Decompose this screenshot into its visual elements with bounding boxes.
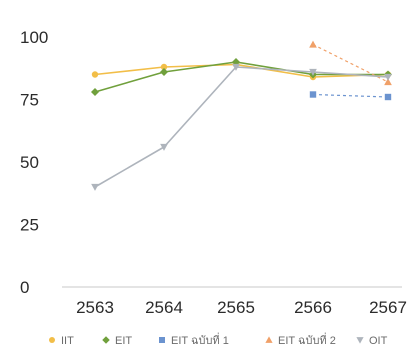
data-point [160, 68, 168, 76]
series-2 [309, 91, 392, 101]
data-point [309, 91, 317, 98]
series-line [312, 43, 389, 83]
series-1 [91, 58, 392, 96]
x-tick-label: 2567 [369, 298, 407, 317]
data-point [309, 68, 317, 76]
legend-label: OIT [369, 335, 388, 347]
legend-item: EIT ฉบับที่ 2 [265, 332, 336, 347]
x-tick-label: 2564 [145, 298, 183, 317]
legend-item: IIT [49, 335, 74, 347]
series-4 [91, 63, 392, 191]
data-point [384, 78, 392, 86]
series-line [94, 61, 388, 93]
y-axis-ticks: 0 25 50 75 100 [20, 28, 48, 297]
legend-label: IIT [61, 335, 74, 347]
series-3 [309, 40, 392, 86]
legend-item: OIT [356, 335, 388, 347]
legend-label: EIT [115, 335, 132, 347]
legend-marker [265, 336, 273, 343]
legend-marker [49, 337, 55, 343]
data-point [384, 73, 392, 81]
legend-label: EIT ฉบับที่ 1 [171, 332, 229, 347]
legend-marker [356, 337, 364, 344]
legend-marker [159, 337, 165, 343]
legend-item: EIT [102, 335, 132, 347]
y-tick-label: 75 [20, 91, 39, 110]
data-point [91, 183, 99, 191]
series-line [94, 66, 389, 188]
y-tick-label: 25 [20, 216, 39, 235]
x-axis-ticks: 2563 2564 2565 2566 2567 [76, 298, 407, 317]
series-0 [91, 61, 392, 81]
legend-label: EIT ฉบับที่ 2 [278, 332, 336, 347]
y-tick-label: 100 [20, 28, 48, 47]
data-point [91, 71, 99, 78]
series-layer [91, 40, 392, 191]
series-line [312, 93, 389, 98]
data-point [232, 63, 240, 71]
data-point [91, 88, 99, 96]
data-point [160, 143, 168, 151]
legend-marker [102, 336, 110, 344]
legend: IIT EIT EIT ฉบับที่ 1 EIT ฉบับที่ 2 OIT [49, 332, 388, 347]
legend-item: EIT ฉบับที่ 1 [159, 332, 229, 347]
data-point [160, 63, 168, 71]
y-tick-label: 0 [20, 278, 29, 297]
x-tick-label: 2565 [217, 298, 255, 317]
x-tick-label: 2563 [76, 298, 114, 317]
data-point [309, 40, 317, 48]
x-tick-label: 2566 [294, 298, 332, 317]
y-tick-label: 50 [20, 153, 39, 172]
data-point [384, 93, 392, 101]
